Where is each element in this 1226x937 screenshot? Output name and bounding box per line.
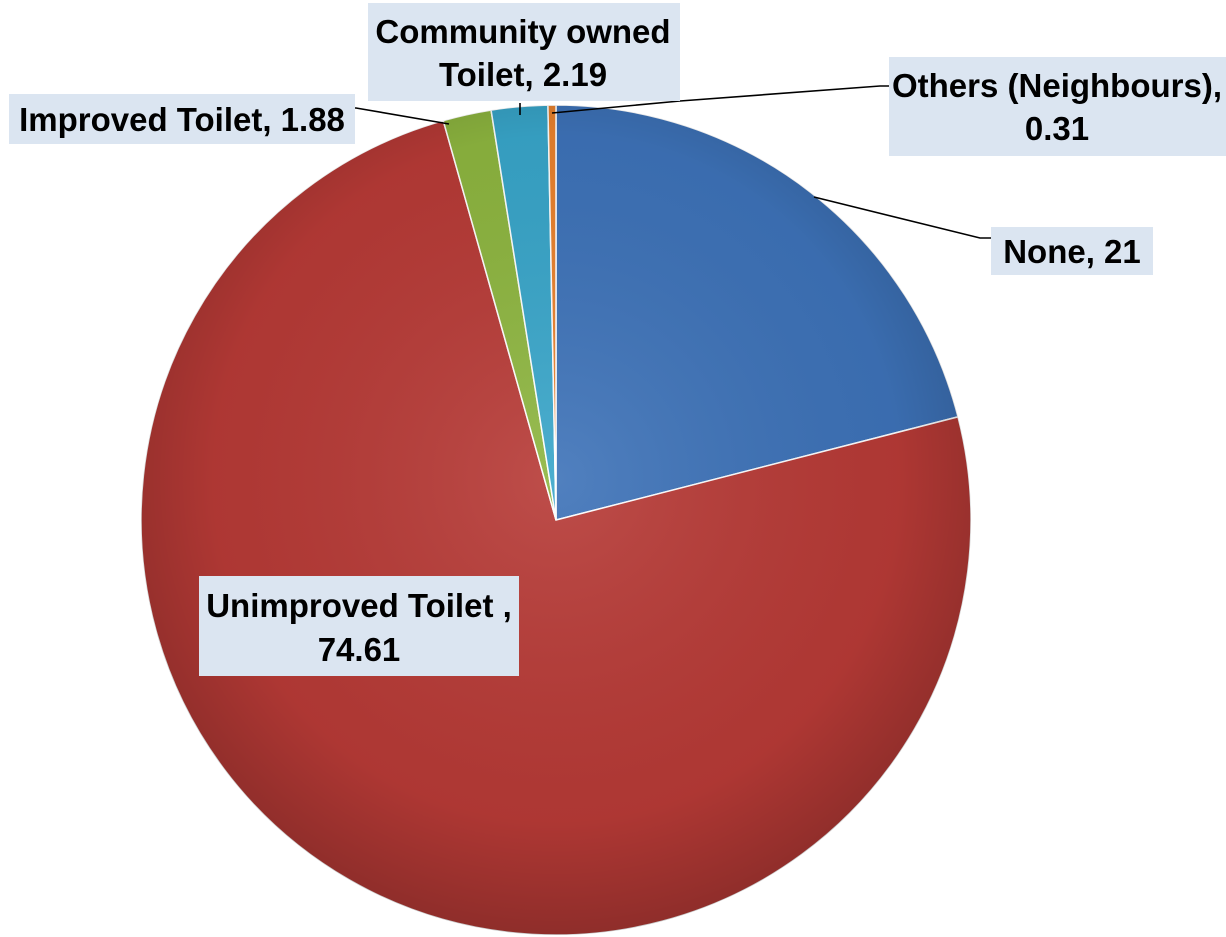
data-label-unimproved-line-1: Unimproved Toilet , (206, 587, 512, 624)
pie-slices (140, 104, 972, 936)
data-label-improved-text: Improved Toilet, 1.88 (19, 101, 345, 138)
data-labels: Others (Neighbours), 0.31 None, 21 Commu… (9, 3, 1226, 676)
data-label-others-line-2: 0.31 (1025, 110, 1089, 147)
leader-line-others-neighbours (551, 85, 890, 114)
data-label-unimproved-line-2: 74.61 (318, 631, 401, 668)
data-label-others-neighbours: Others (Neighbours), 0.31 (889, 57, 1226, 156)
data-label-none: None, 21 (991, 227, 1153, 275)
leader-line-improved-toilet (348, 107, 450, 125)
data-label-others-line-1: Others (Neighbours), (892, 67, 1222, 104)
data-label-unimproved-toilet: Unimproved Toilet , 74.61 (199, 576, 519, 676)
data-label-none-text: None, 21 (1003, 233, 1141, 270)
data-label-community-line-2: Toilet, 2.19 (439, 56, 607, 93)
data-label-community-owned-toilet: Community owned Toilet, 2.19 (368, 3, 680, 101)
data-label-improved-toilet: Improved Toilet, 1.88 (9, 94, 355, 144)
data-label-community-line-1: Community owned (375, 13, 670, 50)
